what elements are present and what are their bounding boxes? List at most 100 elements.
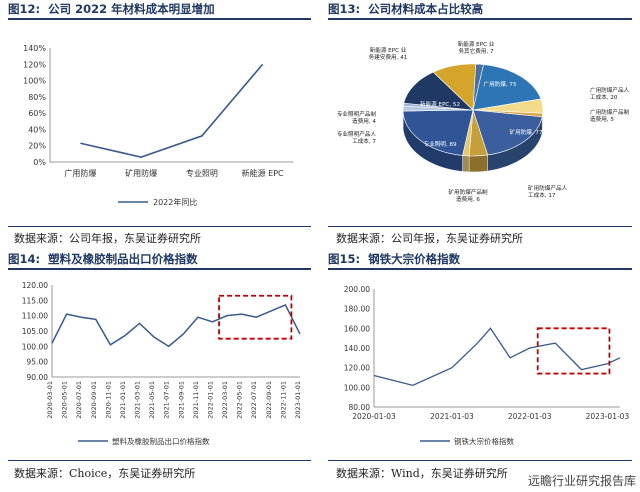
fig15-y-tick-label: 200.00 [344,285,370,294]
fig12-legend-label: 2022年同比 [153,197,197,207]
fig14-y-tick-label: 120.00 [22,281,48,290]
fig13-slice-label-line: 矿用防爆产品人 [528,184,568,192]
fig13-source: 数据来源：公司年报，东吴证券研究所 [336,232,523,245]
fig13-slice-label-line: 造费用, 6 [456,195,480,203]
fig13-slice-label-line: 矿用防爆, 77 [509,128,542,136]
fig12-y-tick-label: 0% [33,158,46,167]
fig12-source: 数据来源：公司年报，东吴证券研究所 [14,232,201,245]
fig14-y-tick-label: 105.00 [22,327,48,336]
fig14-bottom-rule [8,460,311,461]
fig15-x-tick-label: 2022-01-03 [508,412,552,421]
fig14-label: 图14: [8,252,41,266]
fig14-x-tick-label: 2021-09-01 [177,381,185,419]
fig14-title: 塑料及橡胶制品出口价格指数 [48,252,198,266]
fig15-highlight-box [536,327,611,375]
fig13-slice-label-line: 工成本, 7 [352,137,376,145]
fig15-x-tick-label: 2023-01-03 [586,412,630,421]
fig15-series-line [373,327,621,387]
fig14-x-tick-label: 2022-11-01 [279,381,287,419]
fig13-slice-label-line: 务建安费用, 41 [369,53,408,61]
fig13-slice-label: 专业照明, 89 [423,140,456,148]
fig14-x-tick-label: 2022-09-01 [265,381,273,419]
fig13-slice-label: 新能源 EPC 业务建安费用, 41 [369,46,408,61]
watermark-text: 远瞻行业研究报告库 [527,474,636,488]
fig15-bottom-rule [328,460,632,461]
fig14-x-tick-label: 2022-07-01 [250,381,258,419]
fig12-series-line [80,63,264,158]
fig13-slice-label: 新能源 EPC 业务其它费用, 7 [458,40,495,55]
fig15-y-tick-label: 140.00 [344,344,370,353]
fig14-series-line [51,303,301,348]
fig13-slice-label-line: 矿用防爆产品制 [448,188,488,196]
fig13-slice-label-line: 新能源 EPC 业 [370,46,407,54]
fig12-y-tick-label: 60% [28,109,46,118]
fig13-slice-label-line: 工成本, 17 [528,191,556,199]
fig15-legend-label: 钢铁大宗价格指数 [454,436,514,446]
fig14-x-tick-label: 2021-11-01 [192,381,200,419]
fig14-y-tick-label: 115.00 [22,296,48,305]
fig13-slice-label-line: 造费用, 5 [590,115,614,123]
fig14-y-tick-label: 110.00 [22,312,48,321]
fig14-x-tick-label: 2023-01-01 [294,381,302,419]
fig13-slice-label: 矿用防爆, 77 [509,128,542,136]
fig14-title-bar: 图14: 塑料及橡胶制品出口价格指数 [8,250,311,270]
fig15-x-tick-label: 2021-01-03 [430,412,474,421]
fig13-label: 图13: [328,2,361,16]
fig14-x-tick-label: 2020-07-01 [75,381,83,419]
fig12-bottom-rule [8,226,311,227]
fig13-slice-label-line: 专业照明产品制 [337,110,377,118]
fig12-y-tick-label: 100% [23,77,46,86]
fig13-slice-side [468,154,488,173]
fig14-x-tick-label: 2020-05-01 [61,381,69,419]
fig14-x-tick-label: 2020-03-01 [46,381,54,419]
fig12-x-tick-label: 新能源 EPC [242,168,284,178]
fig13-slice [403,71,474,111]
fig12-y-tick-label: 40% [28,125,46,134]
fig15-y-tick-label: 100.00 [344,383,370,392]
fig13-slice-label: 专业照明产品人工成本, 7 [337,130,377,145]
fig12-y-tick-label: 80% [28,93,46,102]
fig13-chart: 广用防爆, 75 广用防爆产品人工成本, 20 广用防爆产品制造费用, 5 矿用防爆,… [337,40,630,203]
fig13-slice-label: 专业照明产品制造费用, 4 [337,110,377,125]
fig12-title: 公司 2022 年材料成本明显增加 [48,2,215,16]
fig14-x-tick-label: 2021-07-01 [163,381,171,419]
fig13-slice-side [462,155,470,173]
fig14-highlight-box [218,294,293,340]
fig13-slice-label: 矿用防爆产品人工成本, 17 [528,184,568,199]
fig15-title-bar: 图15: 钢铁大宗价格指数 [328,250,632,270]
fig14-x-tick-label: 2021-05-01 [148,381,156,419]
fig13-slice-label-line: 专业照明产品人 [337,130,377,138]
fig13-slice-label-line: 新能源 EPC, 52 [420,100,460,108]
fig13-slice-label-line: 务其它费用, 7 [458,47,494,55]
fig12-chart: 0% 20% 40% 60% 80% 100% 120% 140% 广用防爆 矿用防爆 专业照明 新能… [23,44,293,207]
fig15-label: 图15: [328,252,361,266]
fig13-slice-label-line: 新能源 EPC 业 [458,40,495,48]
fig14-source: 数据来源：Choice，东吴证券研究所 [14,467,196,480]
fig13-slice [402,109,474,156]
fig15-source: 数据来源：Wind，东吴证券研究所 [336,467,508,480]
fig14-legend-label: 塑料及橡胶制品出口价格指数 [112,436,210,446]
fig15-y-tick-label: 160.00 [344,324,370,333]
fig12-x-tick-label: 广用防爆 [64,168,96,178]
fig13-slice-label-line: 专业照明, 89 [423,140,456,148]
fig13-slice-label-line: 广用防爆产品人 [590,86,630,94]
fig13-slice-label: 广用防爆产品制造费用, 5 [590,108,630,123]
fig13-title-bar: 图13: 公司材料成本占比较高 [328,0,632,20]
fig14-x-tick-label: 2022-03-01 [221,381,229,419]
fig13-slice-label: 新能源 EPC, 52 [420,100,460,108]
fig15-title: 钢铁大宗价格指数 [368,252,461,266]
fig13-slice-label-line: 造费用, 4 [352,117,376,125]
fig15-y-tick-label: 120.00 [344,364,370,373]
fig14-x-tick-label: 2020-09-01 [90,381,98,419]
fig15-y-tick-label: 180.00 [344,305,370,314]
fig13-slice-label-line: 广用防爆, 75 [483,80,516,88]
fig13-title: 公司材料成本占比较高 [368,2,484,16]
fig13-slice [472,109,543,156]
fig14-x-tick-label: 2021-01-01 [119,381,127,419]
fig12-label: 图12: [8,2,41,16]
fig14-x-tick-label: 2020-11-01 [104,381,112,419]
fig12-y-tick-label: 20% [28,142,46,151]
fig13-slice-label: 矿用防爆产品制造费用, 6 [448,188,488,203]
fig12-title-bar: 图12: 公司 2022 年材料成本明显增加 [8,0,311,20]
fig15-y-tick-label: 80.00 [349,403,371,412]
